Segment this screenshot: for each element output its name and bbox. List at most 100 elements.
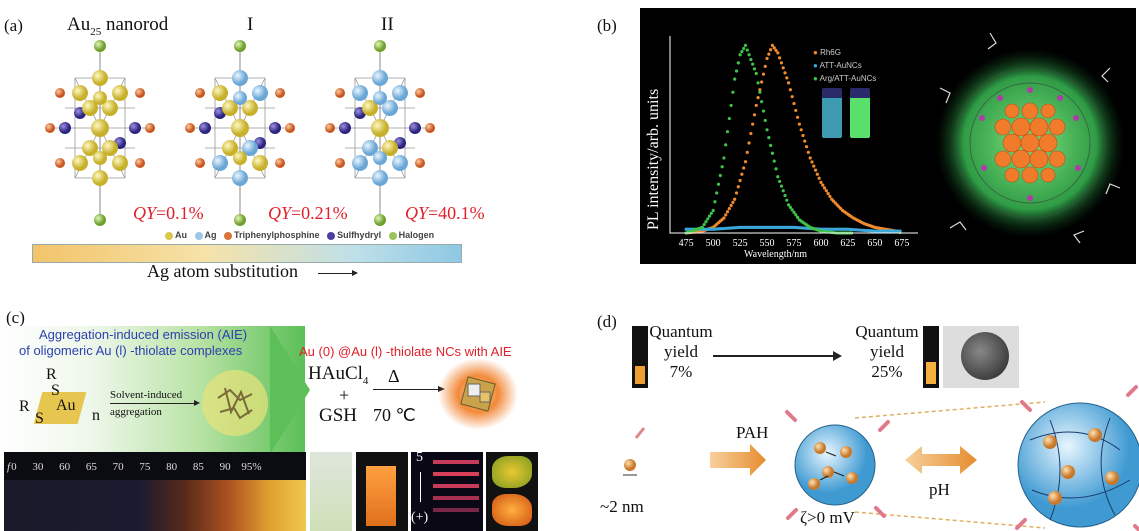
pl-point-arg-att-auncs (702, 222, 706, 227)
panel-a-label: (a) (4, 16, 23, 35)
pl-point-rh6g (743, 160, 748, 164)
pl-point-arg-att-auncs (763, 118, 767, 123)
pl-point-arg-att-auncs (788, 205, 793, 209)
legend-label-au: Au (175, 230, 187, 240)
pl-point-rh6g (745, 150, 749, 154)
pl-point-arg-att-auncs (713, 200, 717, 204)
pl-xtick-label: 550 (760, 238, 775, 249)
reagent-haucl4: HAuCl4 (308, 363, 369, 387)
pl-point-rh6g (758, 88, 762, 92)
pl-point-arg-att-auncs (794, 213, 798, 217)
pl-point-arg-att-auncs (785, 198, 789, 202)
pl-point-rh6g (812, 164, 816, 168)
pl-point-rh6g (734, 191, 739, 195)
pl-point-rh6g (824, 189, 828, 193)
pl-point-rh6g (770, 43, 775, 47)
legend-swatch-sulfhydryl (327, 231, 336, 240)
formula-s-top: S (51, 382, 60, 399)
pl-point-arg-att-auncs (729, 103, 733, 108)
aie-vials-photo: f0 30 60 65 70 75 80 85 90 95% (4, 452, 306, 531)
panel-b-label: (b) (597, 16, 617, 35)
pl-point-arg-att-auncs (776, 175, 780, 179)
pl-point-rh6g (778, 56, 782, 60)
pl-point-rh6g (731, 200, 735, 204)
reagent-gsh: GSH (319, 405, 358, 426)
fraction-65: 65 (85, 461, 97, 473)
pl-point-rh6g (803, 139, 807, 143)
pl-axes (669, 36, 918, 234)
vial-photo-25 (923, 326, 939, 388)
vial-att (822, 88, 842, 138)
legend-label-triphenylphosphine: Triphenylphosphine (234, 230, 320, 240)
vial-photo-7 (632, 326, 648, 388)
nc-aie-title: Au (0) @Au (l) -thiolate NCs with AIE (299, 344, 512, 359)
pl-legend-item-rh6g: ● Rh6G (813, 48, 841, 57)
pl-point-arg-att-auncs (704, 220, 708, 224)
pl-point-arg-att-auncs (740, 50, 744, 54)
pl-point-rh6g (774, 48, 778, 52)
substitution-caption: Ag atom substitution (147, 261, 299, 281)
pl-point-rh6g (783, 71, 787, 75)
pl-point-arg-att-auncs (709, 211, 713, 215)
fraction-60: 60 (59, 461, 71, 473)
pl-point-arg-att-auncs (722, 156, 726, 160)
pl-point-arg-att-auncs (736, 61, 740, 65)
pl-point-arg-att-auncs (751, 62, 755, 66)
aggregate-image (202, 370, 268, 436)
qy-7-text: Quantum yield 7% (646, 322, 716, 382)
pl-point-rh6g (799, 128, 803, 132)
heat-arrow (373, 386, 445, 392)
formula-r-left: R (19, 398, 30, 415)
pl-point-rh6g (817, 176, 821, 180)
legend-swatch-au (165, 231, 173, 240)
vial-arg (850, 88, 870, 138)
pl-point-arg-att-auncs (756, 81, 760, 85)
pl-point-arg-att-auncs (783, 193, 787, 198)
pl-point-arg-att-auncs (745, 48, 749, 52)
legend-swatch-triphenylphosphine (224, 231, 233, 240)
pl-point-arg-att-auncs (770, 151, 775, 155)
gel-photo: 5 (+) (411, 450, 483, 531)
pl-point-rh6g (747, 141, 751, 145)
formula-au: Au (56, 397, 76, 414)
heat-temperature: 70 ℃ (373, 405, 416, 425)
pl-point-rh6g (821, 183, 825, 187)
pl-point-arg-att-auncs (718, 173, 722, 178)
aggregate-photos (486, 452, 538, 531)
pl-point-rh6g (725, 210, 730, 214)
formula-n: n (92, 407, 100, 424)
pl-point-arg-att-auncs (743, 43, 748, 47)
legend-label-ag: Ag (204, 230, 217, 240)
zeta-label: ζ>0 mV (800, 508, 855, 527)
pl-point-rh6g (722, 216, 726, 220)
pl-xtick-label: 675 (894, 238, 909, 249)
pl-ylabel: PL intensity/arb. units (645, 89, 662, 230)
pl-point-rh6g (776, 51, 780, 55)
pl-xlabel: Wavelength/nm (744, 249, 807, 260)
fraction-symbol: f (7, 461, 11, 473)
qy-25-line-2: yield (870, 342, 904, 361)
vial-photo-orange (356, 452, 408, 531)
pl-point-arg-att-auncs (724, 143, 728, 147)
pl-point-arg-att-auncs (781, 189, 785, 193)
pl-point-rh6g (769, 48, 773, 52)
pl-point-rh6g (760, 80, 764, 84)
pl-legend-item-arg: ● Arg/ATT-AuNCs (813, 74, 877, 83)
heat-delta: Δ (388, 366, 400, 386)
pl-chart: PL intensity/arb. units Wavelength/nm 47… (645, 36, 918, 260)
substitution-arrow (318, 270, 358, 276)
pl-point-arg-att-auncs (742, 46, 746, 51)
pl-point-rh6g (794, 108, 798, 113)
assembly-diagram (623, 385, 1139, 531)
pl-point-arg-att-auncs (787, 203, 791, 207)
pl-point-arg-att-auncs (795, 215, 800, 219)
legend-swatch-halogen (388, 231, 397, 240)
nc-glow-image (438, 358, 518, 430)
pl-point-rh6g (761, 72, 766, 76)
pl-point-arg-att-auncs (725, 130, 730, 134)
fraction-85: 85 (192, 461, 204, 473)
fraction-80: 80 (166, 461, 178, 473)
fraction-0: 0 (11, 461, 17, 473)
pl-point-arg-att-auncs (752, 67, 757, 71)
pl-point-arg-att-auncs (765, 128, 769, 132)
